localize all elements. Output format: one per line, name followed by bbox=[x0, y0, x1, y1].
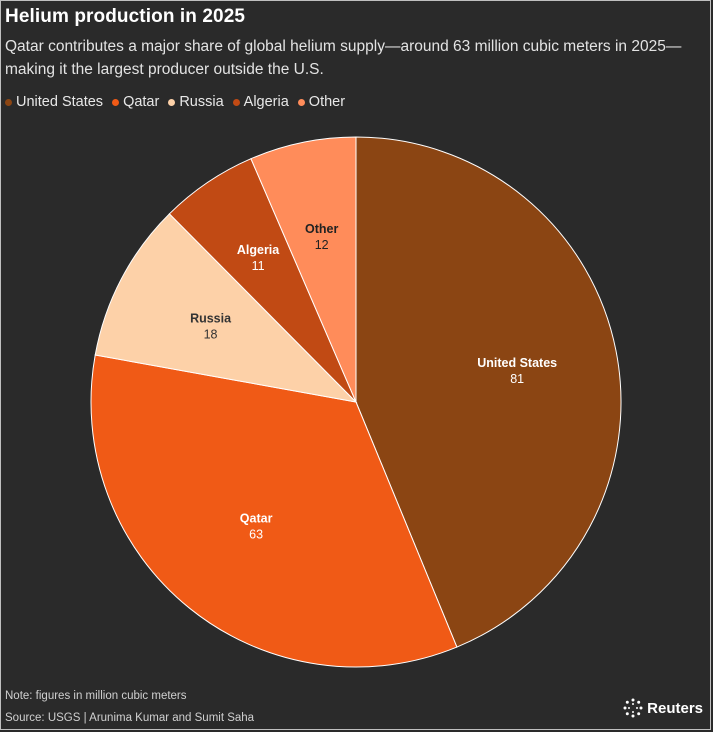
slice-value-label: 81 bbox=[510, 372, 524, 386]
slice-label: United States bbox=[477, 356, 557, 370]
legend-item-qatar: Qatar bbox=[112, 94, 159, 110]
legend-swatch bbox=[112, 98, 120, 106]
legend-swatch bbox=[297, 98, 305, 106]
legend-item-united-states: United States bbox=[5, 94, 103, 110]
legend-label: Other bbox=[308, 94, 346, 110]
slice-label: Qatar bbox=[240, 512, 273, 526]
slice-label: Algeria bbox=[237, 243, 280, 257]
legend-label: Russia bbox=[179, 94, 224, 110]
legend: United States Qatar Russia Algeria Other bbox=[5, 94, 354, 110]
chart-title: Helium production in 2025 bbox=[5, 6, 246, 27]
slice-value-label: 11 bbox=[252, 259, 265, 273]
slice-label: Other bbox=[305, 222, 338, 236]
legend-label: Qatar bbox=[123, 94, 160, 110]
legend-label: United States bbox=[16, 94, 104, 110]
brand-name: Reuters bbox=[647, 699, 703, 717]
source-line: Source: USGS | Arunima Kumar and Sumit S… bbox=[5, 712, 255, 724]
reuters-logo: Reuters bbox=[623, 698, 703, 718]
pie-slice-other bbox=[250, 136, 357, 403]
pie-slice-russia bbox=[94, 213, 358, 403]
legend-item-russia: Russia bbox=[168, 94, 224, 110]
legend-item-other: Other bbox=[297, 94, 346, 110]
legend-item-algeria: Algeria bbox=[232, 94, 289, 110]
chart-subtitle: Qatar contributes a major share of globa… bbox=[5, 38, 682, 78]
slice-value-label: 63 bbox=[249, 528, 263, 542]
reuters-logo-icon bbox=[623, 698, 643, 718]
legend-swatch bbox=[168, 98, 176, 106]
slice-label: Russia bbox=[190, 312, 232, 326]
footnote: Note: figures in million cubic meters bbox=[5, 690, 187, 702]
legend-swatch bbox=[232, 98, 240, 106]
legend-label: Algeria bbox=[243, 94, 289, 110]
pie-slice-united-states bbox=[355, 136, 622, 648]
slice-value-label: 18 bbox=[204, 328, 218, 342]
legend-swatch bbox=[5, 98, 12, 106]
pie-slice-qatar bbox=[90, 354, 458, 668]
slice-value-label: 12 bbox=[315, 238, 329, 252]
